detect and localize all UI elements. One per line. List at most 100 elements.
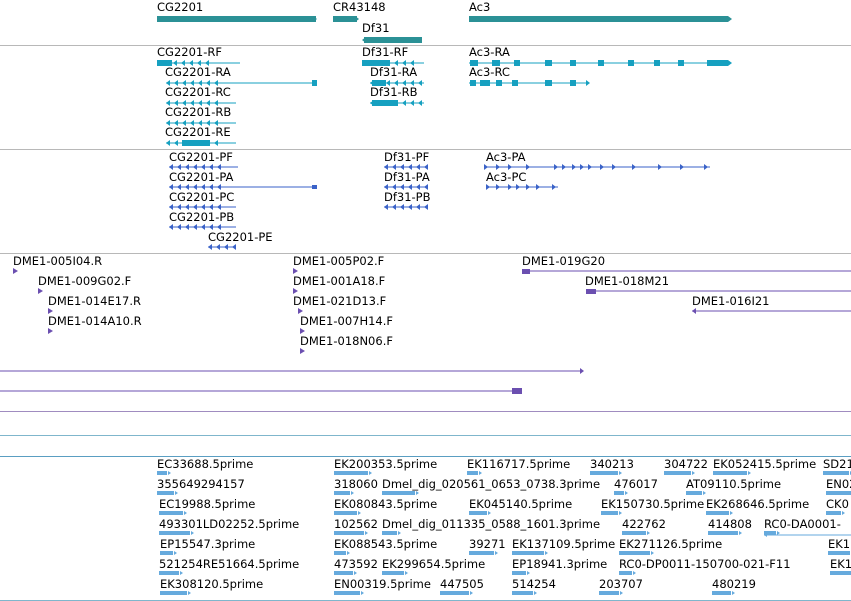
- transcript-df31-rb-strand-arrow[interactable]: [386, 100, 390, 106]
- est-label[interactable]: EN00319.5prime: [334, 577, 431, 591]
- est-feature[interactable]: [469, 551, 494, 555]
- clone-label[interactable]: DME1-018M21: [585, 274, 670, 288]
- est-label[interactable]: EK052415.5prime: [713, 457, 817, 471]
- transcript-df31-rb-strand-arrow[interactable]: [410, 100, 414, 106]
- protein-cg2201-pa-strand-arrow[interactable]: [209, 184, 213, 190]
- protein-cg2201-pb-strand-arrow[interactable]: [193, 224, 197, 230]
- protein-df31-pa-strand-arrow[interactable]: [384, 184, 388, 190]
- est-label[interactable]: 414808: [708, 517, 752, 531]
- est-label[interactable]: RC0-DA0001-: [764, 517, 841, 531]
- transcript-label[interactable]: CG2201-RC: [165, 85, 231, 99]
- transcript-ac3-ra-exon[interactable]: [470, 60, 478, 66]
- transcript-cg2201-re-strand-arrow[interactable]: [206, 140, 210, 146]
- clone-end-marker[interactable]: [38, 288, 43, 294]
- est-strand-arrow[interactable]: [361, 591, 364, 595]
- est-strand-arrow[interactable]: [495, 551, 498, 555]
- protein-df31-pa-strand-arrow[interactable]: [408, 184, 412, 190]
- transcript-df31-rf-strand-arrow[interactable]: [378, 60, 382, 66]
- protein-label[interactable]: CG2201-PE: [208, 230, 273, 244]
- protein-cg2201-pa-exon[interactable]: [312, 185, 317, 189]
- est-feature[interactable]: [826, 511, 841, 515]
- est-feature[interactable]: [826, 491, 851, 495]
- clone-label[interactable]: DME1-019G20: [522, 254, 606, 268]
- est-strand-arrow[interactable]: [175, 491, 178, 495]
- est-strand-arrow[interactable]: [405, 571, 408, 575]
- protein-df31-pa-strand-arrow[interactable]: [416, 184, 420, 190]
- protein-label[interactable]: CG2201-PF: [169, 150, 233, 164]
- transcript-df31-ra-strand-arrow[interactable]: [418, 80, 422, 86]
- est-strand-arrow[interactable]: [651, 551, 654, 555]
- est-strand-arrow[interactable]: [620, 591, 623, 595]
- est-feature[interactable]: [382, 531, 397, 535]
- transcript-label[interactable]: Df31-RF: [362, 45, 409, 59]
- clone-end-marker[interactable]: [293, 288, 298, 294]
- protein-cg2201-pc-strand-arrow[interactable]: [217, 204, 221, 210]
- est-label[interactable]: 447505: [440, 577, 484, 591]
- est-feature[interactable]: [159, 511, 183, 515]
- est-feature[interactable]: [160, 591, 187, 595]
- est-strand-arrow[interactable]: [369, 471, 372, 475]
- est-strand-arrow[interactable]: [354, 571, 357, 575]
- gene-label-ac3[interactable]: Ac3: [469, 0, 491, 14]
- est-label[interactable]: EK088543.5prime: [334, 537, 438, 551]
- protein-df31-pf-strand-arrow[interactable]: [408, 164, 412, 170]
- gene-bar-ac3[interactable]: [469, 16, 728, 22]
- est-feature[interactable]: [708, 531, 738, 535]
- transcript-cg2201-rf-strand-arrow[interactable]: [205, 60, 209, 66]
- protein-cg2201-pa-strand-arrow[interactable]: [193, 184, 197, 190]
- transcript-cg2201-re-strand-arrow[interactable]: [166, 140, 170, 146]
- est-strand-arrow[interactable]: [777, 531, 780, 535]
- est-label[interactable]: EK045140.5prime: [469, 497, 573, 511]
- est-feature[interactable]: [619, 571, 632, 575]
- est-label[interactable]: 102562: [334, 517, 378, 531]
- transcript-df31-ra-strand-arrow[interactable]: [378, 80, 382, 86]
- est-label[interactable]: 514254: [512, 577, 556, 591]
- transcript-cg2201-ra-strand-arrow[interactable]: [190, 80, 194, 86]
- protein-ac3-pc-arrow[interactable]: [552, 184, 556, 190]
- protein-cg2201-pc-strand-arrow[interactable]: [209, 204, 213, 210]
- est-label[interactable]: 318060: [334, 477, 378, 491]
- protein-cg2201-pb-strand-arrow[interactable]: [209, 224, 213, 230]
- clone-label[interactable]: DME1-018N06.F: [300, 334, 393, 348]
- protein-cg2201-pc-strand-arrow[interactable]: [193, 204, 197, 210]
- protein-cg2201-pb-strand-arrow[interactable]: [217, 224, 221, 230]
- transcript-df31-ra-strand-arrow[interactable]: [410, 80, 414, 86]
- est-strand-arrow[interactable]: [703, 491, 706, 495]
- est-strand-arrow[interactable]: [479, 471, 482, 475]
- gene-end-arrow[interactable]: [355, 16, 359, 22]
- est-label[interactable]: EK080843.5prime: [334, 497, 438, 511]
- transcript-ac3-rc-exon[interactable]: [496, 80, 502, 86]
- protein-cg2201-pc-strand-arrow[interactable]: [201, 204, 205, 210]
- transcript-cg2201-rf-exon[interactable]: [157, 60, 172, 66]
- protein-label[interactable]: Ac3-PA: [486, 150, 526, 164]
- transcript-cg2201-ra-strand-arrow[interactable]: [198, 80, 202, 86]
- protein-cg2201-pb-strand-arrow[interactable]: [185, 224, 189, 230]
- protein-cg2201-pa-strand-arrow[interactable]: [185, 184, 189, 190]
- est-feature[interactable]: [159, 571, 179, 575]
- est-label[interactable]: EK1: [830, 557, 851, 571]
- est-strand-arrow[interactable]: [347, 551, 350, 555]
- clone-end-block[interactable]: [512, 388, 522, 394]
- protein-ac3-pa-arrow[interactable]: [580, 164, 584, 170]
- transcript-cg2201-ra-strand-arrow[interactable]: [214, 80, 218, 86]
- transcript-df31-rb-exon[interactable]: [372, 100, 398, 106]
- transcript-df31-rf-strand-arrow[interactable]: [370, 60, 374, 66]
- protein-df31-pa-strand-arrow[interactable]: [424, 184, 428, 190]
- est-strand-arrow[interactable]: [764, 533, 767, 537]
- protein-df31-pb-strand-arrow[interactable]: [392, 204, 396, 210]
- transcript-label[interactable]: Df31-RA: [370, 65, 418, 79]
- transcript-cg2201-rc-strand-arrow[interactable]: [174, 100, 178, 106]
- est-label[interactable]: 476017: [614, 477, 658, 491]
- est-strand-arrow[interactable]: [692, 471, 695, 475]
- est-label[interactable]: 355649294157: [157, 477, 245, 491]
- transcript-label[interactable]: CG2201-RE: [165, 125, 231, 139]
- gene-bar-cg2201[interactable]: [157, 16, 316, 22]
- est-feature[interactable]: [467, 471, 478, 475]
- est-strand-arrow[interactable]: [416, 491, 419, 495]
- est-label[interactable]: 304722: [664, 457, 708, 471]
- est-strand-arrow[interactable]: [619, 471, 622, 475]
- gene-start-arrow[interactable]: [362, 37, 366, 43]
- est-label[interactable]: Dmel_dig_011335_0588_1601.3prime: [382, 517, 601, 531]
- protein-label[interactable]: CG2201-PC: [169, 190, 235, 204]
- gene-bar-cr43148[interactable]: [333, 16, 357, 22]
